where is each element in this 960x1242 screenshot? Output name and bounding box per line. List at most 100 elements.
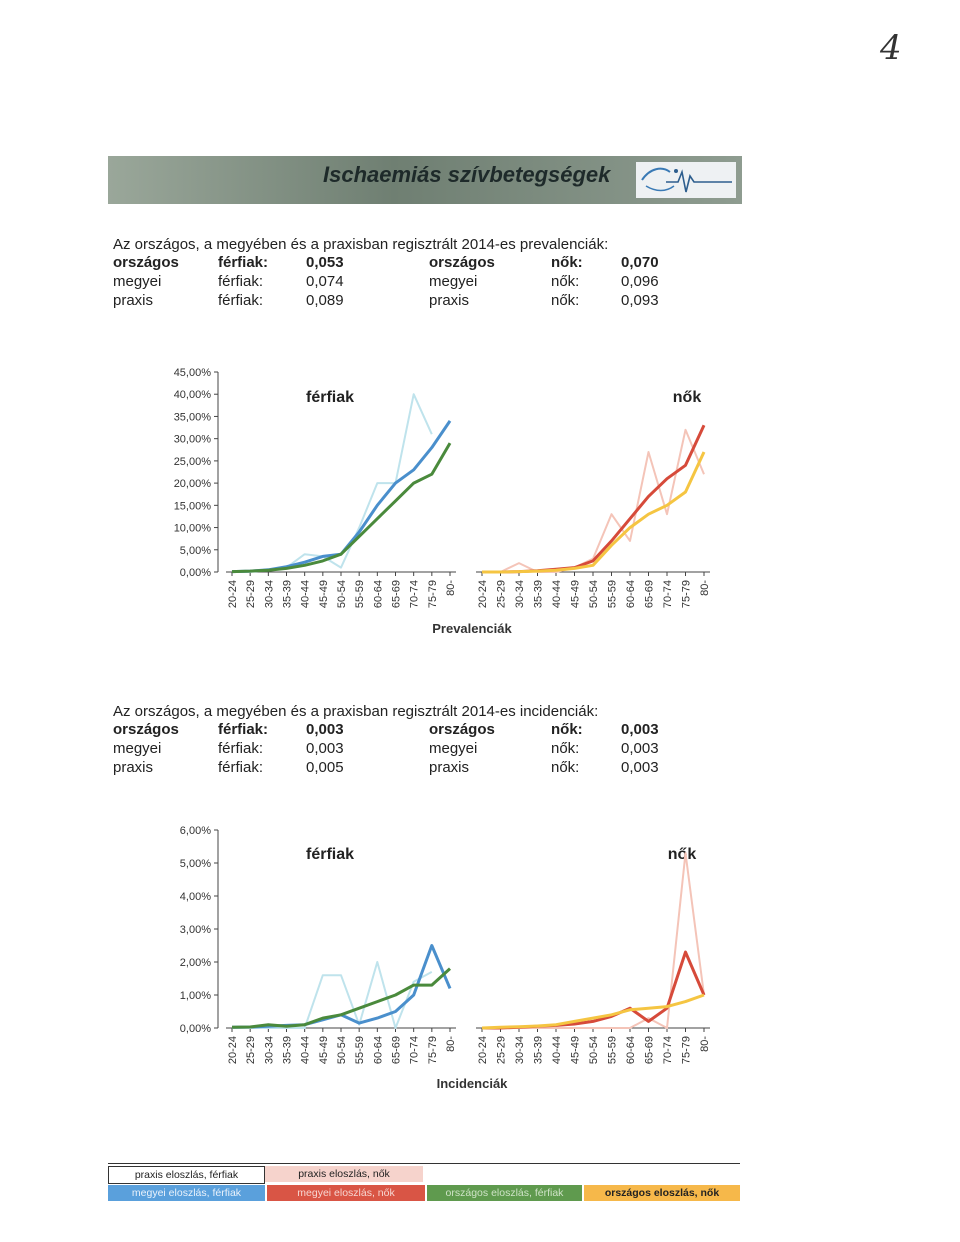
women-label: nők: (551, 721, 583, 738)
panel-label: nők (668, 846, 697, 863)
x-tick-label: 40-44 (551, 580, 563, 608)
x-tick-label: 75-79 (681, 1036, 693, 1064)
level-label: országos (113, 721, 179, 738)
x-tick-label: 80- (699, 580, 711, 596)
x-tick-label: 30-34 (514, 580, 526, 608)
x-tick-label: 70-74 (662, 580, 674, 608)
y-tick-label: 6,00% (180, 825, 211, 837)
x-tick-label: 45-49 (570, 580, 582, 608)
x-tick-label: 40-44 (300, 1036, 312, 1064)
x-tick-label: 80- (699, 1036, 711, 1052)
men-label: férfiak: (218, 273, 264, 290)
level-label-women: megyei (429, 273, 478, 290)
women-value: 0,093 (621, 292, 659, 309)
y-tick-label: 0,00% (180, 567, 211, 579)
men-value: 0,089 (306, 292, 344, 309)
women-label: nők: (551, 292, 580, 309)
x-tick-label: 30-34 (514, 1036, 526, 1064)
women-label: nők: (551, 759, 580, 776)
chart-title: Prevalenciák (432, 621, 512, 636)
men-label: férfiak: (218, 759, 264, 776)
legend-item: országos eloszlás, nők (584, 1185, 740, 1201)
x-tick-label: 20-24 (227, 1036, 239, 1064)
y-tick-label: 20,00% (174, 478, 212, 490)
x-tick-label: 40-44 (551, 1036, 563, 1064)
series-line (232, 393, 433, 573)
x-tick-label: 20-24 (477, 1036, 489, 1064)
y-tick-label: 2,00% (180, 957, 211, 969)
incidence-chart: 0,00% 1,00% 2,00% 3,00% 4,00% 5,00% 6,00% 20-24… (160, 818, 730, 1103)
x-tick-label: 25-29 (245, 1036, 257, 1064)
x-tick-label: 65-69 (391, 580, 403, 608)
stats-row-megyei: megyei férfiak: 0,003 megyei nők: 0,003 (113, 740, 659, 759)
stats-row-orszagos: országos férfiak: 0,003 országos nők: 0,… (113, 721, 659, 740)
x-tick-label: 20-24 (477, 580, 489, 608)
y-tick-label: 35,00% (174, 411, 212, 423)
stats-row-megyei: megyei férfiak: 0,074 megyei nők: 0,096 (113, 273, 659, 292)
page-number: 4 (880, 28, 902, 68)
legend-divider (108, 1163, 740, 1164)
x-tick-label: 35-39 (282, 580, 294, 608)
men-label: férfiak: (218, 740, 264, 757)
series-line (231, 420, 452, 574)
level-label: megyei (113, 273, 162, 290)
x-tick-label: 45-49 (318, 1036, 330, 1064)
x-tick-label: 35-39 (533, 1036, 545, 1064)
men-label: férfiak: (218, 721, 269, 738)
x-tick-label: 60-64 (625, 580, 637, 608)
panel-label: férfiak (306, 389, 354, 406)
men-value: 0,074 (306, 273, 344, 290)
level-label: országos (113, 254, 179, 271)
level-label-women: megyei (429, 740, 478, 757)
x-tick-label: 80- (445, 1036, 457, 1052)
x-tick-label: 25-29 (496, 1036, 508, 1064)
x-tick-label: 25-29 (245, 580, 257, 608)
x-tick-label: 25-29 (496, 580, 508, 608)
x-tick-label: 80- (445, 580, 457, 596)
y-tick-label: 10,00% (174, 523, 212, 535)
prevalence-intro: Az országos, a megyében és a praxisban r… (113, 236, 609, 253)
y-tick-label: 4,00% (180, 891, 211, 903)
page-title: Ischaemiás szívbetegségek (323, 162, 611, 187)
x-tick-label: 70-74 (409, 580, 421, 608)
y-tick-label: 15,00% (174, 500, 212, 512)
x-tick-label: 65-69 (644, 580, 656, 608)
women-label: nők: (551, 740, 580, 757)
x-tick-label: 75-79 (681, 580, 693, 608)
men-value: 0,005 (306, 759, 344, 776)
series-line (482, 451, 706, 574)
stats-row-praxis: praxis férfiak: 0,005 praxis nők: 0,003 (113, 759, 659, 778)
x-tick-label: 35-39 (282, 1036, 294, 1064)
incidence-stats: Az országos, a megyében és a praxisban r… (113, 703, 659, 778)
x-tick-label: 60-64 (372, 580, 384, 608)
y-tick-label: 25,00% (174, 456, 212, 468)
stats-row-orszagos: országos férfiak: 0,053 országos nők: 0,… (113, 254, 659, 273)
x-tick-label: 30-34 (263, 580, 275, 608)
x-tick-label: 55-59 (607, 580, 619, 608)
level-label-women: praxis (429, 759, 470, 776)
series-line (232, 961, 433, 1029)
x-tick-label: 50-54 (588, 1036, 600, 1064)
panel-label: nők (673, 389, 702, 406)
y-tick-label: 45,00% (174, 367, 212, 379)
women-value: 0,096 (621, 273, 659, 290)
x-tick-label: 55-59 (607, 1036, 619, 1064)
legend: praxis eloszlás, férfiak praxis eloszlás… (108, 1163, 740, 1203)
legend-item: országos eloszlás, férfiak (427, 1185, 582, 1201)
incidence-chart-svg: 0,00% 1,00% 2,00% 3,00% 4,00% 5,00% 6,00% 20-24… (180, 825, 711, 1091)
title-banner: Ischaemiás szívbetegségek (108, 156, 742, 204)
level-label: megyei (113, 740, 162, 757)
x-tick-label: 50-54 (336, 580, 348, 608)
men-value: 0,053 (306, 254, 344, 271)
chart-title: Incidenciák (437, 1076, 509, 1091)
x-tick-label: 75-79 (427, 580, 439, 608)
legend-item: praxis eloszlás, férfiak (108, 1166, 265, 1184)
x-tick-label: 60-64 (372, 1036, 384, 1064)
prevalence-stats: Az országos, a megyében és a praxisban r… (113, 236, 659, 311)
level-label-women: országos (429, 721, 495, 738)
x-tick-label: 70-74 (662, 1036, 674, 1064)
men-label: férfiak: (218, 254, 269, 271)
x-tick-label: 45-49 (318, 580, 330, 608)
y-tick-label: 5,00% (180, 858, 211, 870)
level-label: praxis (113, 759, 154, 776)
